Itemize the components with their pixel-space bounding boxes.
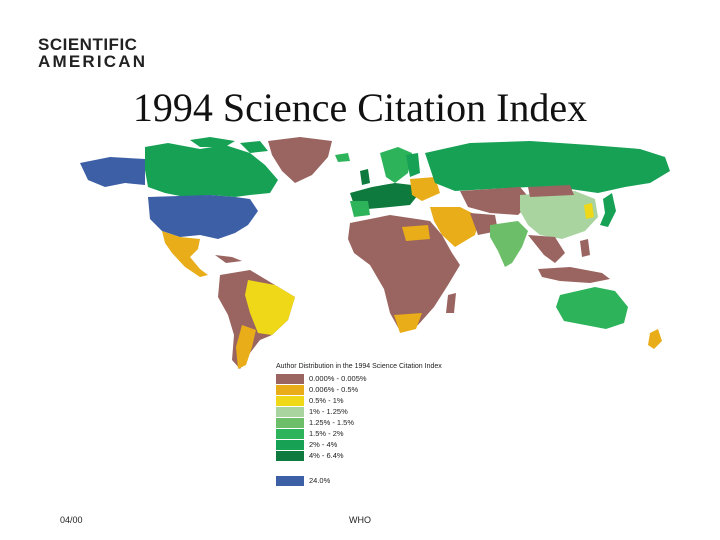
legend-swatch (276, 406, 304, 417)
region-philippines (580, 239, 590, 257)
legend-swatch (276, 395, 304, 406)
legend-item: 2% - 4% (276, 439, 496, 450)
legend-item: 4% - 6.4% (276, 450, 496, 461)
region-scandinavia (380, 147, 412, 183)
region-mexico (162, 231, 208, 277)
legend-swatch (276, 428, 304, 439)
region-central-asia (460, 187, 532, 215)
legend-item: 1% - 1.25% (276, 406, 496, 417)
region-africa (348, 215, 460, 331)
region-eastern-europe (410, 177, 440, 201)
region-indonesia (538, 267, 610, 283)
legend-swatch (276, 384, 304, 395)
region-alaska (80, 157, 145, 187)
legend-label: 0.006% - 0.5% (309, 385, 359, 394)
legend-item-us: 24.0% (276, 475, 496, 486)
region-brazil (245, 280, 295, 335)
region-iberia (350, 201, 370, 217)
page-title: 1994 Science Citation Index (132, 85, 588, 130)
legend-items: 0.000% - 0.005% 0.006% - 0.5% 0.5% - 1% 1% … (276, 373, 496, 461)
region-korea (584, 203, 594, 219)
region-southeast-asia (528, 235, 565, 263)
region-greenland (268, 137, 332, 183)
region-iceland (335, 153, 350, 162)
region-caribbean (215, 255, 242, 263)
region-china (520, 191, 598, 239)
legend-title: Author Distribution in the 1994 Science … (276, 363, 442, 370)
legend-swatch (276, 439, 304, 450)
region-australia (556, 287, 628, 329)
region-uk (360, 169, 370, 185)
legend-swatch (276, 450, 304, 461)
region-mongolia (528, 185, 574, 197)
region-madagascar (446, 293, 456, 313)
legend-item: 0.006% - 0.5% (276, 384, 496, 395)
legend-label: 1.25% - 1.5% (309, 418, 355, 427)
legend-item: 0.5% - 1% (276, 395, 496, 406)
legend-label: 0.000% - 0.005% (309, 374, 367, 383)
region-india (490, 221, 528, 267)
region-finland (406, 153, 420, 177)
legend-label: 24.0% (309, 476, 331, 485)
region-new-zealand (648, 329, 662, 349)
region-usa (148, 195, 258, 239)
region-south-africa (394, 313, 422, 333)
scientific-american-logo: SCIENTIFIC AMERICAN (38, 36, 148, 70)
legend-item: 1.25% - 1.5% (276, 417, 496, 428)
legend-swatch (276, 475, 304, 486)
legend-label: 1.5% - 2% (309, 429, 344, 438)
map-legend: Author Distribution in the 1994 Science … (276, 363, 496, 486)
region-egypt (402, 225, 430, 241)
legend-item: 0.000% - 0.005% (276, 373, 496, 384)
footer-source: WHO (349, 515, 371, 525)
legend-swatch (276, 417, 304, 428)
world-map (80, 137, 670, 369)
region-canada-islands (190, 137, 268, 153)
region-japan (600, 193, 616, 227)
logo-line-2: AMERICAN (38, 52, 148, 71)
legend-label: 4% - 6.4% (309, 451, 344, 460)
region-middle-east (430, 207, 480, 247)
legend-label: 1% - 1.25% (309, 407, 348, 416)
region-argentina (236, 325, 256, 369)
legend-label: 2% - 4% (309, 440, 338, 449)
legend-swatch (276, 373, 304, 384)
legend-label: 0.5% - 1% (309, 396, 344, 405)
legend-item: 1.5% - 2% (276, 428, 496, 439)
region-russia (425, 141, 670, 193)
region-canada (145, 143, 278, 197)
footer-date: 04/00 (60, 515, 83, 525)
logo-line-1: SCIENTIFIC (38, 35, 138, 54)
